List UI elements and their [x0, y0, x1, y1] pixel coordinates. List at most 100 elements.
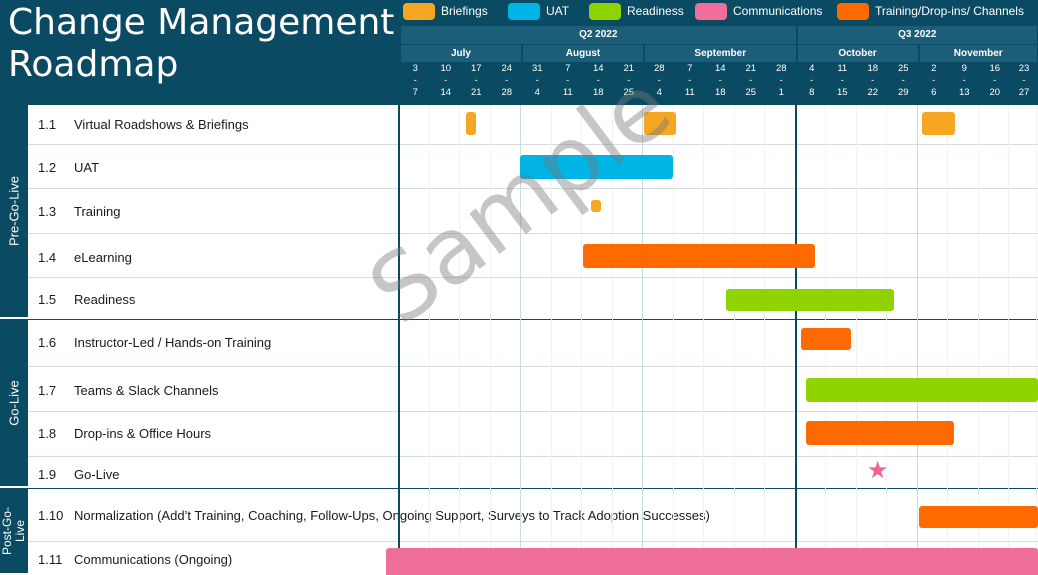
week-start: 25: [897, 63, 909, 74]
week-end: 4: [534, 87, 540, 98]
legend-label: Communications: [733, 4, 823, 18]
month-header: November: [918, 45, 1038, 62]
week-header: 17-21: [461, 63, 492, 103]
week-end: 11: [684, 87, 695, 98]
week-dash: -: [688, 75, 692, 86]
task-row: 1.1 Virtual Roadshows & Briefings: [28, 105, 1038, 145]
week-start: 7: [687, 63, 693, 74]
task-row: 1.4 eLearning: [28, 234, 1038, 278]
milestone-star-icon: ★: [866, 457, 889, 484]
legend-item: Training/Drop-ins/ Channels: [837, 2, 1024, 20]
week-end: 18: [592, 87, 604, 98]
task-bar: [520, 155, 673, 179]
week-header: 4-8: [797, 63, 828, 103]
week-end: 27: [1018, 87, 1030, 98]
week-end: 20: [989, 87, 1001, 98]
week-start: 10: [440, 63, 452, 74]
phase-label: Go-Live: [6, 379, 22, 426]
row-label: Drop-ins & Office Hours: [74, 426, 212, 441]
week-end: 22: [867, 87, 879, 98]
legend: Briefings UAT Readiness Communications Train…: [400, 0, 1038, 26]
week-start: 11: [837, 63, 848, 74]
task-row: 1.3 Training: [28, 189, 1038, 234]
task-bar: [805, 421, 954, 445]
gridline: [916, 105, 918, 575]
timeline-header: Q2 2022 Q3 2022 July August September October…: [400, 26, 1038, 105]
legend-swatch: [837, 2, 869, 20]
week-end: 15: [836, 87, 848, 98]
week-end: 1: [778, 87, 784, 98]
gridline: [886, 105, 887, 575]
legend-swatch: [403, 2, 435, 20]
week-dash: -: [566, 75, 570, 86]
phase-label: Post-Go-Live: [0, 506, 27, 555]
week-start: 28: [653, 63, 665, 74]
phase-post-go-live: Post-Go-Live: [0, 488, 28, 575]
week-start: 23: [1018, 63, 1030, 74]
gridline: [459, 105, 460, 575]
gridline: [398, 105, 400, 575]
gridline: [733, 105, 735, 575]
legend-label: Briefings: [441, 4, 488, 18]
row-number: 1.5: [38, 292, 57, 307]
week-header: 25-29: [888, 63, 919, 103]
gantt-chart-area: ★: [386, 105, 1038, 575]
task-bar: [921, 112, 956, 135]
week-end: 18: [714, 87, 726, 98]
week-end: 21: [470, 87, 482, 98]
task-bar: [644, 112, 677, 135]
task-bar: [386, 548, 1038, 575]
quarter-header: Q3 2022: [796, 26, 1038, 44]
row-label: Instructor-Led / Hands-on Training: [74, 335, 272, 350]
week-dash: -: [840, 75, 844, 86]
week-header: 28-1: [766, 63, 797, 103]
task-row: 1.7 Teams & Slack Channels: [28, 367, 1038, 412]
row-number: 1.3: [38, 204, 57, 219]
week-start: 14: [714, 63, 726, 74]
week-header: 21-25: [736, 63, 767, 103]
week-start: 9: [961, 63, 967, 74]
legend-item: Briefings: [403, 2, 488, 20]
week-header: 18-22: [858, 63, 889, 103]
row-number: 1.11: [38, 552, 63, 567]
week-dash: -: [718, 75, 722, 86]
week-start: 4: [809, 63, 815, 74]
legend-swatch: [508, 2, 540, 20]
phase-divider: [28, 319, 1038, 320]
week-header: 7-11: [553, 63, 584, 103]
gridline: [550, 105, 552, 575]
week-end: 11: [562, 87, 573, 98]
week-start: 17: [470, 63, 482, 74]
gridline: [794, 105, 797, 575]
week-end: 25: [745, 87, 757, 98]
row-label: UAT: [74, 160, 100, 175]
quarter-header: Q2 2022: [400, 26, 797, 44]
row-label: Readiness: [74, 292, 136, 307]
week-end: 28: [501, 87, 513, 98]
week-start: 16: [989, 63, 1001, 74]
week-start: 3: [412, 63, 418, 74]
week-start: 18: [867, 63, 879, 74]
week-dash: -: [993, 75, 997, 86]
week-end: 8: [809, 87, 815, 98]
gridline: [489, 105, 491, 575]
legend-label: Readiness: [627, 4, 684, 18]
week-dash: -: [871, 75, 875, 86]
week-header: 9-13: [949, 63, 980, 103]
phase-strip: Pre-Go-Live Go-Live Post-Go-Live: [0, 105, 28, 575]
legend-item: Communications: [695, 2, 822, 20]
week-header: 23-27: [1010, 63, 1038, 103]
task-row: 1.2 UAT: [28, 145, 1038, 189]
gridline: [977, 105, 979, 575]
week-start: 2: [931, 63, 937, 74]
row-number: 1.6: [38, 335, 57, 350]
row-label: Training: [74, 204, 121, 219]
task-bar: [801, 328, 852, 350]
week-header: 7-11: [675, 63, 706, 103]
week-start: 7: [565, 63, 571, 74]
week-end: 25: [623, 87, 635, 98]
task-bar: [918, 506, 1038, 528]
row-number: 1.8: [38, 426, 57, 441]
task-row: 1.8 Drop-ins & Office Hours: [28, 412, 1038, 457]
week-header: 16-20: [980, 63, 1011, 103]
